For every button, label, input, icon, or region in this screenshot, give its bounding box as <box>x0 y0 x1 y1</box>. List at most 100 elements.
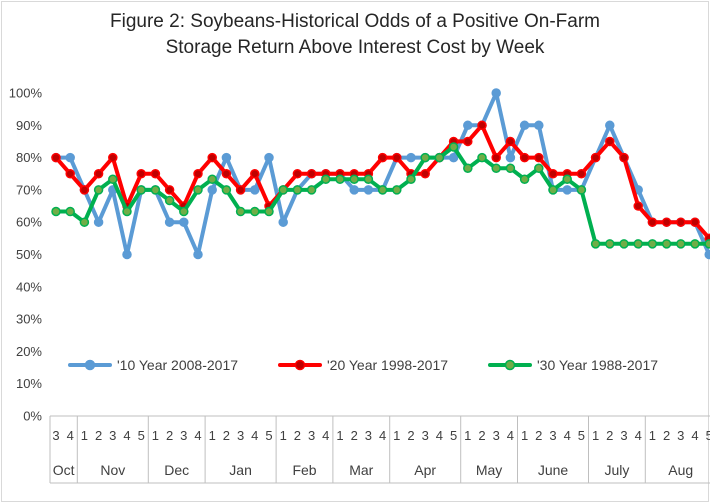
data-point <box>264 206 274 217</box>
data-point <box>250 169 260 179</box>
x-tick-label: 2 <box>351 428 358 443</box>
x-tick-label: 3 <box>677 428 684 443</box>
x-tick-label: 5 <box>138 428 145 443</box>
data-point <box>321 174 331 184</box>
data-point <box>562 185 572 195</box>
data-point <box>676 217 686 227</box>
x-tick-label: 4 <box>251 428 258 443</box>
data-point <box>250 185 260 195</box>
data-point <box>534 163 544 174</box>
y-tick-label: 50% <box>16 247 42 262</box>
data-point <box>221 152 232 163</box>
data-point <box>363 174 374 184</box>
x-tick-label: 1 <box>592 428 599 443</box>
data-point <box>79 185 90 195</box>
data-point <box>65 152 75 163</box>
x-tick-label: 4 <box>322 428 329 443</box>
data-point <box>633 239 643 249</box>
data-point <box>235 206 246 217</box>
y-tick-label: 20% <box>16 344 42 359</box>
x-tick-label: 1 <box>336 428 343 443</box>
y-tick-label: 70% <box>16 182 42 197</box>
x-tick-label: 2 <box>95 428 102 443</box>
data-point <box>505 163 516 174</box>
data-point <box>65 206 75 217</box>
x-tick-label: 5 <box>450 428 457 443</box>
data-point <box>108 174 118 184</box>
data-point <box>93 185 104 195</box>
data-point <box>434 152 445 163</box>
data-point <box>207 174 217 184</box>
data-point <box>51 152 61 163</box>
data-point <box>690 217 700 227</box>
y-tick-label: 0% <box>23 409 42 424</box>
data-point <box>477 120 487 131</box>
x-tick-label: 1 <box>152 428 159 443</box>
x-tick-label: 4 <box>436 428 443 443</box>
x-tick-label: 3 <box>620 428 627 443</box>
data-point <box>576 185 587 195</box>
x-tick-label: 3 <box>180 428 187 443</box>
data-point <box>605 239 615 249</box>
data-point <box>221 185 232 195</box>
data-point <box>179 217 189 227</box>
legend-swatch-marker <box>84 359 96 371</box>
data-point <box>420 152 430 163</box>
data-point <box>406 152 416 163</box>
data-point <box>93 217 104 227</box>
data-point <box>505 136 516 147</box>
data-point <box>306 169 317 179</box>
x-tick-label: 2 <box>478 428 485 443</box>
data-point <box>406 174 416 184</box>
data-point <box>704 249 710 260</box>
series-layer <box>51 88 710 260</box>
data-point <box>207 152 217 163</box>
data-point <box>235 185 246 195</box>
data-point <box>278 185 288 195</box>
data-point <box>491 88 501 98</box>
x-tick-label: 4 <box>194 428 201 443</box>
data-point <box>193 169 203 179</box>
x-tick-label: 1 <box>521 428 528 443</box>
data-point <box>122 206 132 217</box>
data-point <box>448 152 459 163</box>
data-point <box>150 169 161 179</box>
legend-label: '20 Year 1998-2017 <box>327 357 448 373</box>
data-point <box>463 120 473 131</box>
data-point <box>264 152 274 163</box>
legend: '10 Year 2008-2017 '20 Year 1998-2017 '30 … <box>68 357 658 373</box>
y-tick-label: 40% <box>16 279 42 294</box>
x-tick-label: 2 <box>606 428 613 443</box>
x-tick-label: 1 <box>209 428 216 443</box>
data-point <box>150 185 161 195</box>
data-point <box>590 152 601 163</box>
data-point <box>477 152 487 163</box>
x-tick-label: 1 <box>280 428 287 443</box>
month-label: Feb <box>292 462 316 478</box>
x-tick-label: 4 <box>123 428 130 443</box>
y-tick-label: 100% <box>9 86 43 101</box>
month-label: Dec <box>164 462 189 478</box>
data-point <box>590 239 601 249</box>
month-label: June <box>538 462 569 478</box>
data-point <box>633 201 643 211</box>
data-point <box>619 152 629 163</box>
data-point <box>335 174 345 184</box>
data-point <box>534 152 544 163</box>
month-label: July <box>604 462 629 478</box>
y-axis: 0% 10% 20% 30% 40% 50% 60% 70% 80% 90% 100% <box>9 86 43 424</box>
data-point <box>250 206 260 217</box>
data-point <box>79 217 90 227</box>
data-point <box>661 217 672 227</box>
data-point <box>65 169 75 179</box>
x-tick-label: 2 <box>223 428 230 443</box>
data-point <box>505 152 516 163</box>
data-point <box>292 185 303 195</box>
x-tick-label: 5 <box>706 428 710 443</box>
x-tick-label: 4 <box>564 428 571 443</box>
data-point <box>534 120 544 131</box>
data-point <box>491 152 501 163</box>
